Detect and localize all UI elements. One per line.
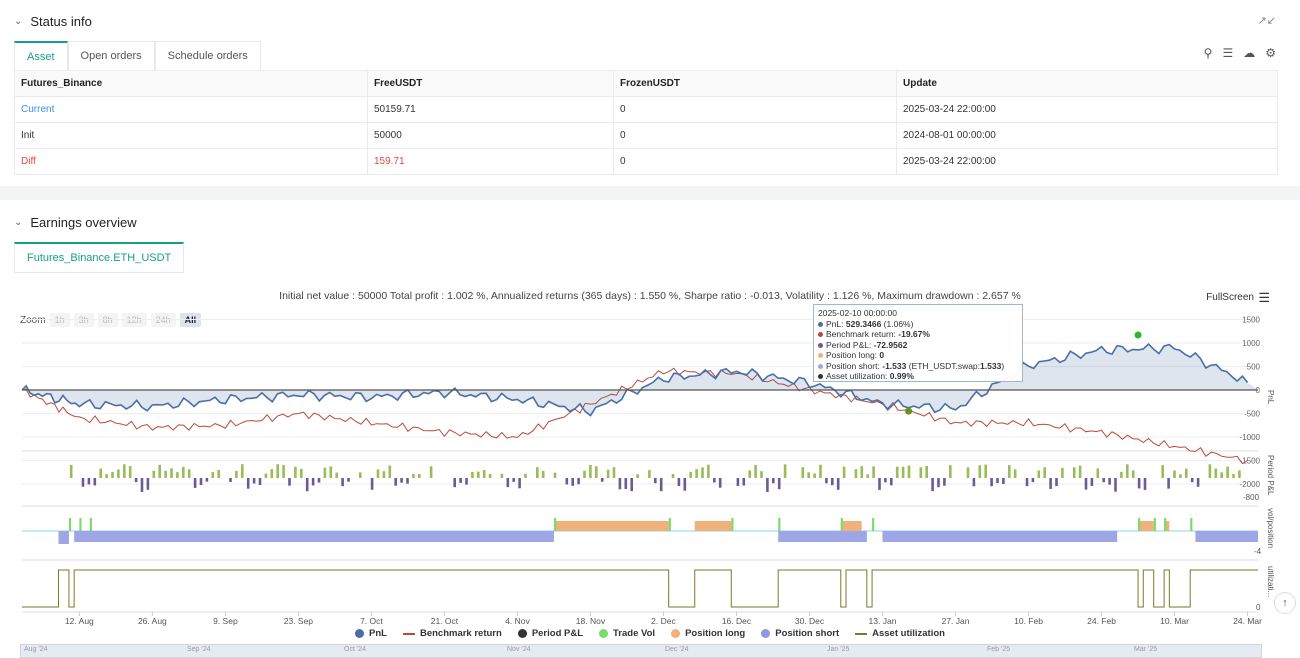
collapse-icon[interactable]: ↗↙ <box>1257 15 1276 27</box>
tab-futures-eth[interactable]: Futures_Binance.ETH_USDT <box>14 242 185 272</box>
nav-label: Nov '24 <box>507 646 531 653</box>
legend-position-long[interactable]: Position long <box>671 628 745 639</box>
legend-period-pnl[interactable]: Period P&L <box>517 628 583 639</box>
column-header: FrozenUSDT <box>613 70 897 97</box>
menu-icon[interactable]: ☰ <box>1258 290 1270 305</box>
tooltip-date: 2025-02-10 00:00:00 <box>818 308 897 318</box>
legend-asset-utilization[interactable]: Asset utilization <box>855 628 945 639</box>
asset-table: Futures_Binance FreeUSDT FrozenUSDT Upda… <box>14 70 1278 175</box>
zoom-12h-button[interactable]: 12h <box>121 313 147 327</box>
row-free: 50159.71 <box>367 96 614 123</box>
row-name: Current <box>14 96 368 123</box>
nav-label: Mar '25 <box>1134 646 1158 653</box>
tab-schedule-orders[interactable]: Schedule orders <box>154 41 261 70</box>
zoom-all-button[interactable]: All <box>179 313 202 327</box>
table-row: Init 50000 0 2024-08-01 00:00:00 <box>14 122 1278 149</box>
chevron-down-icon: ⌄ <box>14 217 23 228</box>
cloud-download-icon[interactable]: ☁ <box>1243 46 1256 60</box>
earnings-overview-panel: ⌄ Earnings overview Futures_Binance.ETH_… <box>0 200 1300 658</box>
tooltip-period: Period P&L: -72.9562 <box>818 340 1018 351</box>
legend-benchmark[interactable]: Benchmark return <box>402 628 502 639</box>
zoom-1h-button[interactable]: 1h <box>49 313 70 327</box>
tooltip-util: Asset utilization: 0.99% <box>818 371 1018 382</box>
earnings-overview-header[interactable]: ⌄ Earnings overview <box>14 215 137 230</box>
row-free: 50000 <box>367 122 614 149</box>
column-header: FreeUSDT <box>367 70 614 97</box>
tooltip-short: Position short: -1.533 (ETH_USDT.swap:1.… <box>818 361 1018 372</box>
row-update: 2025-03-24 22:00:00 <box>896 148 1278 175</box>
tooltip-long: Position long: 0 <box>818 350 1018 361</box>
search-icon[interactable]: ⚲ <box>1203 46 1213 60</box>
status-info-header[interactable]: ⌄ Status info <box>14 14 92 29</box>
tab-asset[interactable]: Asset <box>14 41 68 71</box>
zoom-3h-button[interactable]: 3h <box>73 313 94 327</box>
column-header: Update <box>896 70 1278 97</box>
row-frozen: 0 <box>613 148 897 175</box>
zoom-8h-button[interactable]: 8h <box>97 313 118 327</box>
gear-icon[interactable]: ⚙ <box>1265 46 1276 60</box>
chart-summary: Initial net value : 50000 Total profit :… <box>279 290 1021 302</box>
nav-label: Aug '24 <box>24 646 48 653</box>
nav-label: Feb '25 <box>987 646 1011 653</box>
zoom-24h-button[interactable]: 24h <box>150 313 176 327</box>
fullscreen-button[interactable]: FullScreen <box>1206 292 1254 303</box>
tooltip-pnl: PnL: 529.3466 (1.06%) <box>818 319 1018 330</box>
nav-label: Oct '24 <box>344 646 366 653</box>
column-header: Futures_Binance <box>14 70 368 97</box>
earnings-overview-title: Earnings overview <box>30 215 137 230</box>
earnings-tabs: Futures_Binance.ETH_USDT <box>14 242 185 273</box>
row-update: 2024-08-01 00:00:00 <box>896 122 1278 149</box>
status-tabs: Asset Open orders Schedule orders <box>14 41 261 72</box>
table-row: Diff 159.71 0 2025-03-24 22:00:00 <box>14 148 1278 175</box>
nav-label: Sep '24 <box>187 646 211 653</box>
row-name: Init <box>14 122 368 149</box>
row-update: 2025-03-24 22:00:00 <box>896 96 1278 123</box>
legend-pnl[interactable]: PnL <box>355 628 387 639</box>
status-info-panel: ⌄ Status info ↗↙ Asset Open orders Sched… <box>0 0 1300 186</box>
nav-label: Dec '24 <box>665 646 689 653</box>
chart-legend: PnL Benchmark return Period P&L Trade Vo… <box>0 628 1300 639</box>
legend-trade-vol[interactable]: Trade Vol <box>599 628 655 639</box>
zoom-controls: Zoom 1h 3h 8h 12h 24h All <box>20 313 202 327</box>
status-info-title: Status info <box>30 14 92 29</box>
row-name: Diff <box>14 148 368 175</box>
list-icon[interactable]: ☰ <box>1222 46 1234 60</box>
chart-tooltip: 2025-02-10 00:00:00 PnL: 529.3466 (1.06%… <box>813 304 1023 382</box>
table-row: Current 50159.71 0 2025-03-24 22:00:00 <box>14 96 1278 123</box>
table-toolbar: ⚲ ☰ ☁ ⚙ <box>1204 46 1276 60</box>
row-frozen: 0 <box>613 96 897 123</box>
legend-position-short[interactable]: Position short <box>761 628 839 639</box>
chevron-down-icon: ⌄ <box>14 16 23 27</box>
nav-label: Jan '25 <box>827 646 850 653</box>
zoom-label: Zoom <box>20 314 46 326</box>
tab-open-orders[interactable]: Open orders <box>67 41 155 70</box>
row-free: 159.71 <box>367 148 614 175</box>
tooltip-benchmark: Benchmark return: -19.67% <box>818 329 1018 340</box>
row-frozen: 0 <box>613 122 897 149</box>
scroll-to-top-button[interactable]: ↑ <box>1274 592 1296 614</box>
